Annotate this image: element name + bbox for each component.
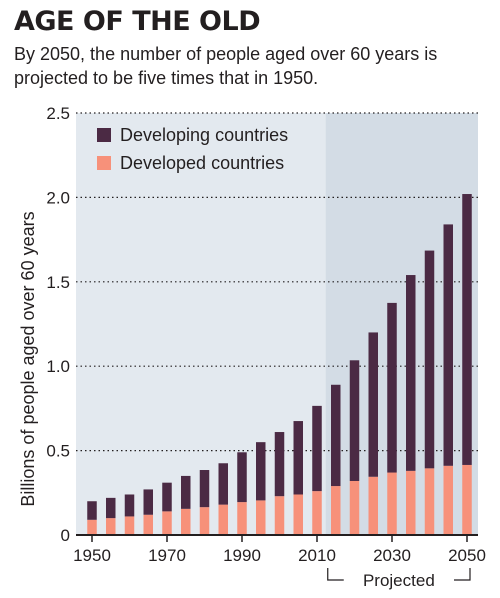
x-tick-label: 1970 xyxy=(148,546,186,565)
bar-developed-countries-2035 xyxy=(406,470,416,535)
bar-developing-countries-2035 xyxy=(406,275,416,471)
bar-developed-countries-2020 xyxy=(349,480,360,535)
bar-developed-countries-2025 xyxy=(368,476,378,535)
bar-developing-countries-2005 xyxy=(293,421,303,495)
bar-developing-countries-1995 xyxy=(256,442,266,501)
projected-bracket-right xyxy=(454,568,471,581)
y-tick-label: 0 xyxy=(61,526,70,545)
bar-developed-countries-2010 xyxy=(312,491,322,535)
bar-developing-countries-2020 xyxy=(349,360,360,481)
legend-swatch xyxy=(97,128,111,142)
x-tick-label: 2010 xyxy=(298,546,336,565)
bar-developing-countries-2015 xyxy=(331,384,341,487)
legend-label: Developed countries xyxy=(120,153,284,173)
x-axis-ticks: 1950 1970 1990 2010 2030 2050 xyxy=(73,535,486,565)
bar-developed-countries-2030 xyxy=(387,472,397,535)
bar-developing-countries-1950 xyxy=(87,501,97,520)
bar-developing-countries-1965 xyxy=(143,489,153,515)
bar-developing-countries-1980 xyxy=(199,470,210,508)
projected-bracket-left xyxy=(327,568,344,581)
bar-developed-countries-1980 xyxy=(199,507,210,535)
y-axis-ticks: 0 0.5 1.0 1.5 2.0 2.5 xyxy=(46,104,70,545)
bar-developing-countries-2030 xyxy=(387,302,397,473)
bar-developing-countries-1975 xyxy=(181,475,191,509)
x-tick-label: 2030 xyxy=(373,546,411,565)
x-tick-label: 1990 xyxy=(223,546,261,565)
projected-annotation: Projected xyxy=(327,568,471,590)
bar-developing-countries-2025 xyxy=(368,332,378,477)
bar-developing-countries-2050 xyxy=(462,194,472,465)
y-tick-label: 2.5 xyxy=(46,104,70,123)
bar-developed-countries-2050 xyxy=(462,464,472,535)
legend-swatch xyxy=(97,156,111,170)
bar-developed-countries-2040 xyxy=(424,468,435,535)
bar-developing-countries-1955 xyxy=(106,497,116,519)
projected-label: Projected xyxy=(363,571,435,590)
bar-developed-countries-2045 xyxy=(443,465,453,535)
bar-developed-countries-1965 xyxy=(143,514,153,535)
bar-developing-countries-2000 xyxy=(274,432,285,497)
bar-developed-countries-1970 xyxy=(162,511,172,535)
bar-developing-countries-1970 xyxy=(162,482,172,512)
legend: Developing countries Developed countries xyxy=(97,125,288,173)
chart-title: AGE OF THE OLD xyxy=(14,6,261,37)
bar-developed-countries-1950 xyxy=(87,519,97,535)
y-tick-label: 2.0 xyxy=(46,188,70,207)
chart-subtitle: By 2050, the number of people aged over … xyxy=(14,44,438,88)
y-tick-label: 0.5 xyxy=(46,442,70,461)
y-tick-label: 1.0 xyxy=(46,357,70,376)
bar-developed-countries-2005 xyxy=(293,494,303,535)
bar-developing-countries-2040 xyxy=(424,250,435,469)
legend-label: Developing countries xyxy=(120,125,288,145)
projected-panel xyxy=(325,113,478,535)
bar-developed-countries-2000 xyxy=(274,496,285,535)
x-tick-label: 1950 xyxy=(73,546,111,565)
bar-developing-countries-2010 xyxy=(312,405,322,492)
x-tick-label: 2050 xyxy=(448,546,486,565)
y-tick-label: 1.5 xyxy=(46,273,70,292)
bar-developed-countries-1995 xyxy=(256,500,266,535)
bar-developed-countries-1955 xyxy=(106,518,116,535)
bar-developing-countries-1985 xyxy=(218,463,228,505)
bar-developing-countries-1960 xyxy=(124,494,135,517)
bar-developed-countries-1990 xyxy=(237,502,247,535)
bar-developing-countries-2045 xyxy=(443,224,453,466)
bar-developed-countries-1975 xyxy=(181,508,191,535)
bar-developed-countries-2015 xyxy=(331,486,341,535)
bar-developed-countries-1960 xyxy=(124,516,135,535)
bars xyxy=(87,194,472,535)
bar-developing-countries-1990 xyxy=(237,452,247,503)
y-axis-title: Billions of people aged over 60 years xyxy=(18,211,38,506)
bar-developed-countries-1985 xyxy=(218,504,228,535)
